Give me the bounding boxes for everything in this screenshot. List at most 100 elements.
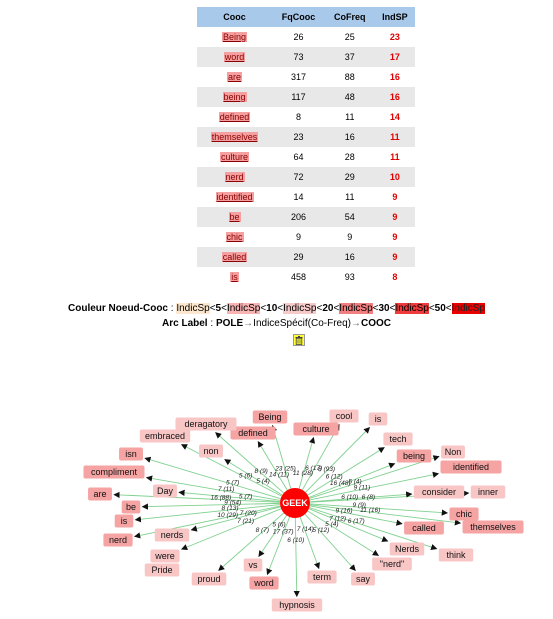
graph-node[interactable]: nerd xyxy=(103,533,133,547)
cooc-cell[interactable]: word xyxy=(197,47,273,67)
graph-node-label: defined xyxy=(238,428,268,438)
graph-node[interactable]: vs xyxy=(243,558,263,572)
indsp-cell: 10 xyxy=(374,167,415,187)
indsp-cell: 16 xyxy=(389,72,400,82)
graph-node-label: being xyxy=(403,451,425,461)
cooc-link[interactable]: culture xyxy=(220,152,250,162)
indsp-cell: 23 xyxy=(389,32,400,42)
graph-node-label: identified xyxy=(453,462,489,472)
cooc-cell[interactable]: themselves xyxy=(197,127,273,147)
edge-label: 8 (7) xyxy=(256,527,269,534)
legend-range-1: IndicSp xyxy=(176,303,210,314)
center-node[interactable]: GEEK xyxy=(280,488,310,518)
cooc-cell[interactable]: is xyxy=(197,267,272,287)
cooc-cell[interactable]: chic xyxy=(197,227,272,247)
graph-node-box xyxy=(103,533,133,547)
cooc-link[interactable]: themselves xyxy=(210,132,259,142)
fqcooc-cell: 317 xyxy=(290,72,306,82)
graph-node[interactable]: culture xyxy=(293,422,339,436)
graph-node[interactable]: Being xyxy=(252,410,288,424)
trash-button[interactable] xyxy=(293,334,305,346)
graph-node[interactable]: word xyxy=(249,576,279,590)
graph-node[interactable]: say xyxy=(351,572,375,586)
cooc-link[interactable]: called xyxy=(221,252,248,262)
cooc-link[interactable]: nerd xyxy=(224,172,245,182)
graph-node[interactable]: Non xyxy=(441,445,465,459)
cooc-link[interactable]: are xyxy=(227,72,243,82)
cooc-link[interactable]: chic xyxy=(225,232,244,242)
col-fqcooc[interactable]: FqCooc xyxy=(272,7,325,27)
graph-node[interactable]: defined xyxy=(230,426,276,440)
graph-node-box xyxy=(413,485,465,499)
graph-node[interactable]: being xyxy=(396,449,432,463)
graph-node[interactable]: called xyxy=(404,521,444,535)
col-cooc[interactable]: Cooc xyxy=(197,7,273,27)
graph-node[interactable]: chic xyxy=(449,507,479,521)
graph-node[interactable]: proud xyxy=(191,572,227,586)
cofreq-cell: 93 xyxy=(344,272,355,282)
fqcooc-cell: 117 xyxy=(272,87,325,107)
graph-node[interactable]: Pride xyxy=(144,563,180,577)
cooc-cell[interactable]: be xyxy=(197,207,273,227)
edge-label: 6 (10) xyxy=(287,537,304,544)
graph-node[interactable]: be xyxy=(121,500,141,514)
graph-node[interactable]: embraced xyxy=(139,429,191,443)
graph-node[interactable]: hypnosis xyxy=(271,598,323,612)
cooc-cell[interactable]: Being xyxy=(197,27,272,47)
graph-node[interactable]: inner xyxy=(470,485,506,499)
cooc-cell[interactable]: are xyxy=(197,67,272,87)
graph-node[interactable]: Nerds xyxy=(389,542,425,556)
graph-node[interactable]: cool xyxy=(329,409,359,423)
cooc-link[interactable]: being xyxy=(222,92,247,102)
edge-label: 6 (12) xyxy=(326,474,343,481)
node-color-legend: Couleur Noeud-Cooc : IndicSp<5<IndicSp<1… xyxy=(0,302,553,316)
graph-node-box xyxy=(114,514,134,528)
graph-edge xyxy=(308,508,389,542)
graph-node[interactable]: themselves xyxy=(462,520,524,534)
cooc-link[interactable]: be xyxy=(228,212,241,222)
graph-node[interactable]: consider xyxy=(413,485,465,499)
cooc-cell[interactable]: called xyxy=(197,247,273,267)
graph-node[interactable]: Day xyxy=(153,484,177,498)
edge-label: 5 (4) xyxy=(256,478,269,485)
cooc-link[interactable]: identified xyxy=(215,192,254,202)
graph-edge xyxy=(309,504,462,526)
graph-node[interactable]: "nerd" xyxy=(372,557,412,571)
col-cofreq[interactable]: CoFreq xyxy=(324,7,375,27)
cooc-cell[interactable]: being xyxy=(197,87,273,107)
graph-node[interactable]: non xyxy=(199,444,223,458)
graph-node-label: vs xyxy=(249,560,259,570)
graph-node[interactable]: deragatory xyxy=(175,417,237,431)
graph-node[interactable]: identified xyxy=(440,460,502,474)
cooc-link[interactable]: Being xyxy=(222,32,248,42)
edge-label: 17 (37) xyxy=(273,528,294,535)
graph-node-box xyxy=(83,465,145,479)
edge-label: 6 (8) xyxy=(362,494,375,501)
cooc-cell[interactable]: culture xyxy=(197,147,272,167)
cooc-cell[interactable]: nerd xyxy=(197,167,273,187)
cooc-link[interactable]: defined xyxy=(218,112,251,122)
graph-node[interactable]: compliment xyxy=(83,465,145,479)
graph-node[interactable]: is xyxy=(368,412,388,426)
graph-node[interactable]: term xyxy=(307,570,337,584)
fqcooc-cell: 73 xyxy=(272,47,325,67)
graph-node-box xyxy=(372,557,412,571)
cooc-link[interactable]: is xyxy=(230,272,239,282)
graph-node[interactable]: isn xyxy=(119,447,143,461)
graph-node[interactable]: think xyxy=(438,548,474,562)
graph-node[interactable]: were xyxy=(150,549,180,563)
graph-node[interactable]: tech xyxy=(383,432,413,446)
graph-node-box xyxy=(440,460,502,474)
fqcooc-cell: 14 xyxy=(293,192,304,202)
cooc-link[interactable]: word xyxy=(223,52,246,62)
graph-node[interactable]: is xyxy=(114,514,134,528)
legend-range-6: IndicSp xyxy=(451,303,485,314)
cooc-cell[interactable]: defined xyxy=(197,107,272,127)
graph-node-label: nerds xyxy=(161,530,184,540)
legend-sep: : xyxy=(168,303,177,314)
graph-node[interactable]: are xyxy=(88,487,112,501)
cooc-table: Cooc FqCooc CoFreq IndSP Being 26 25 23 word… xyxy=(197,7,415,287)
cooc-cell[interactable]: identified xyxy=(197,187,272,207)
col-indsp[interactable]: IndSP xyxy=(374,7,415,27)
graph-node[interactable]: nerds xyxy=(154,528,190,542)
